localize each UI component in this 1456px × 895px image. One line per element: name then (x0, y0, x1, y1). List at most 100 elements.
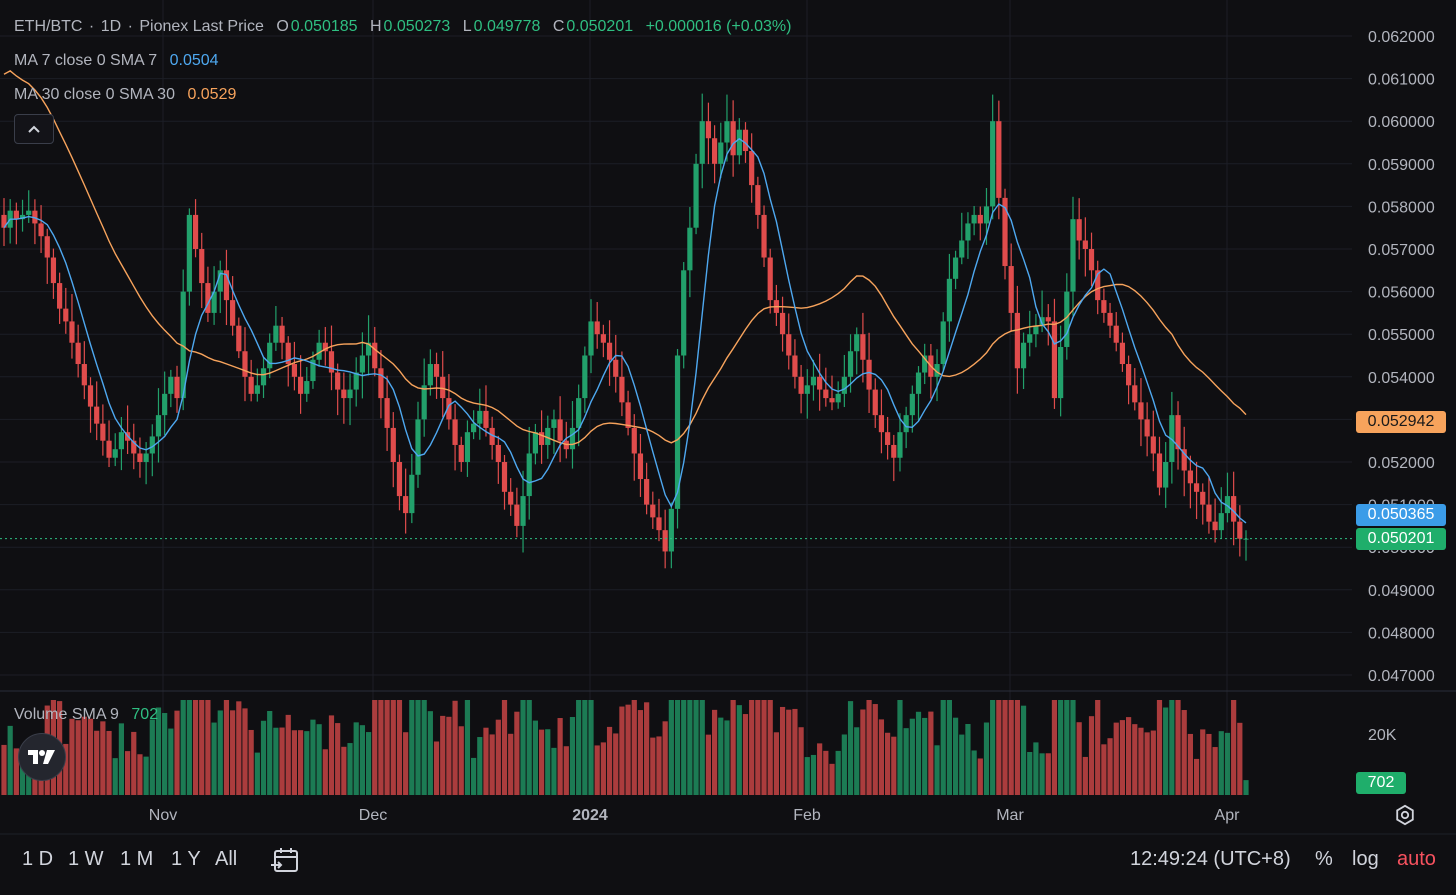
candle-body (600, 334, 606, 343)
volume-bar (644, 702, 650, 795)
price-axis[interactable]: 0.062000 0.061000 0.060000 0.059000 0.058000… (1368, 29, 1435, 685)
candle-body (644, 479, 650, 505)
volume-bar (236, 701, 242, 795)
range-1w-button[interactable]: 1 W (68, 848, 104, 870)
candle-body (81, 364, 87, 386)
settings-gear-icon[interactable] (1394, 804, 1416, 826)
volume-bar (705, 734, 712, 795)
volume-bar (977, 758, 983, 795)
tradingview-logo-icon[interactable] (18, 733, 66, 781)
timezone-clock[interactable]: 12:49:24 (UTC+8) (1130, 848, 1291, 870)
ma7-legend[interactable]: MA 7 close 0 SMA 7 0.0504 (14, 52, 221, 70)
volume-bar (551, 747, 557, 795)
range-1d-button[interactable]: 1 D (22, 848, 54, 870)
volume-bar (322, 749, 328, 795)
range-1y-button[interactable]: 1 Y (171, 848, 201, 870)
time-tick-label: 2024 (572, 807, 608, 824)
candle-body (576, 398, 582, 428)
candle-body (87, 385, 94, 407)
log-scale-toggle[interactable]: log (1352, 848, 1379, 870)
candle-body (798, 376, 804, 394)
volume-bar (372, 700, 378, 795)
candle-body (118, 432, 125, 450)
candle-body (823, 389, 829, 399)
volume-bar (1187, 733, 1193, 795)
candle-body (557, 419, 563, 441)
volume-bar (69, 718, 75, 795)
volume-bar (538, 729, 545, 795)
volume-bar (384, 700, 390, 795)
volume-bar (600, 742, 606, 795)
volume-bar (520, 700, 526, 795)
volume-bar (1002, 700, 1008, 795)
volume-bar (403, 732, 409, 795)
ma7-value: 0.0504 (169, 52, 219, 69)
volume-bar (1125, 717, 1132, 795)
candle-body (897, 432, 903, 458)
candle-body (1231, 496, 1237, 522)
time-axis[interactable]: Nov Dec 2024 Feb Mar Apr (149, 807, 1240, 824)
volume-bar (736, 705, 742, 795)
volume-bar (180, 700, 186, 795)
candle-body (508, 491, 514, 505)
candle-body (891, 444, 897, 458)
auto-scale-toggle[interactable]: auto (1397, 848, 1436, 870)
ma7-price-tag: 0.050365 (1356, 504, 1446, 526)
price-tick-label: 0.061000 (1368, 72, 1435, 89)
interval-label[interactable]: 1D (100, 18, 122, 35)
candle-body (545, 427, 551, 445)
volume-bar (854, 727, 860, 795)
volume-bar (1132, 724, 1138, 795)
volume-bar (267, 710, 273, 795)
percent-scale-toggle[interactable]: % (1315, 848, 1333, 870)
candle-body (192, 214, 199, 249)
volume-bar (817, 743, 823, 795)
range-all-button[interactable]: All (215, 848, 238, 870)
candle-body (347, 389, 353, 399)
candle-body (471, 423, 477, 433)
volume-bar (174, 710, 180, 795)
ma30-value: 0.0529 (187, 86, 237, 103)
volume-bar (674, 700, 681, 795)
volume-legend[interactable]: Volume SMA 9 702 (14, 706, 160, 724)
candle-body (322, 342, 328, 352)
candle-body (1169, 415, 1175, 462)
price-tick-label: 0.056000 (1368, 285, 1435, 302)
candle-body (1088, 249, 1095, 271)
candle-body (730, 121, 736, 156)
volume-bar (576, 700, 582, 795)
volume-bar (557, 718, 563, 795)
candle-body (267, 342, 273, 369)
volume-bar (662, 721, 668, 795)
separator-dot: · (88, 18, 95, 35)
calendar-goto-date-icon[interactable] (270, 847, 300, 875)
candle-body (489, 427, 495, 445)
volume-bar (637, 710, 644, 795)
candle-body (662, 530, 668, 552)
candle-body (211, 291, 217, 313)
open-label: O (276, 18, 289, 35)
volume-bar (273, 727, 279, 795)
candle-body (878, 415, 885, 433)
candle-body (1119, 342, 1126, 365)
candle-body (1206, 504, 1212, 522)
volume-bar (1045, 753, 1051, 795)
range-1m-button[interactable]: 1 M (120, 848, 154, 870)
volume-bar (687, 700, 693, 795)
symbol-label[interactable]: ETH/BTC (14, 18, 83, 35)
volume-bar (532, 720, 539, 795)
candle-body (44, 236, 50, 258)
ma30-legend[interactable]: MA 30 close 0 SMA 30 0.0529 (14, 86, 238, 104)
candle-body (242, 351, 248, 377)
collapse-legend-button[interactable] (14, 114, 54, 144)
candle-body (57, 283, 63, 309)
candle-body (335, 372, 341, 390)
candle-body (594, 321, 600, 335)
candle-body (681, 270, 687, 356)
volume-bar (378, 700, 384, 795)
volume-bar (396, 700, 403, 795)
candle-body (532, 432, 539, 454)
candle-body (946, 278, 953, 322)
candle-body (631, 427, 637, 454)
